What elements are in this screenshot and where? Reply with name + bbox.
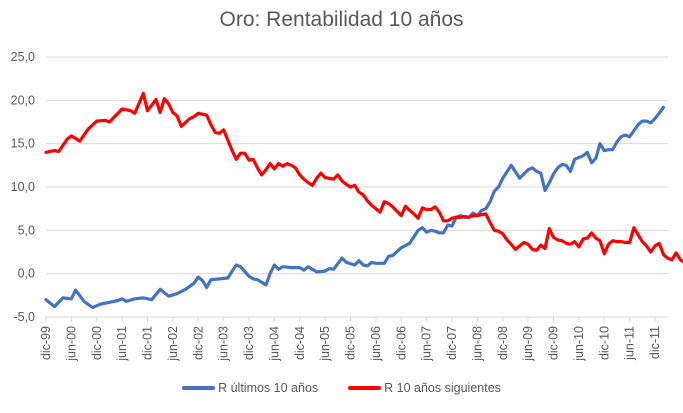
y-tick-label: 0,0 bbox=[18, 267, 35, 281]
x-tick-label: dic-10 bbox=[597, 326, 611, 360]
x-tick-label: dic-00 bbox=[90, 326, 104, 360]
series-line-10-anos-siguientes bbox=[44, 91, 683, 264]
x-tick-label: dic-05 bbox=[344, 326, 358, 360]
x-tick-label: dic-03 bbox=[242, 326, 256, 360]
x-tick-label: jun-04 bbox=[267, 326, 281, 362]
x-tick-label: jun-09 bbox=[521, 326, 535, 362]
y-tick-label: 15,0 bbox=[11, 137, 35, 151]
x-tick-label: dic-01 bbox=[141, 326, 155, 360]
chart-title: Oro: Rentabilidad 10 años bbox=[219, 8, 464, 31]
x-tick-label: dic-07 bbox=[445, 326, 459, 360]
x-tick-label: jun-03 bbox=[217, 326, 231, 362]
x-tick-label: dic-06 bbox=[394, 326, 408, 360]
legend-swatch-red bbox=[348, 386, 382, 390]
x-tick-label: dic-04 bbox=[293, 326, 307, 360]
legend: R últimos 10 años R 10 años siguientes bbox=[0, 381, 683, 395]
y-tick-label: 20,0 bbox=[11, 93, 35, 107]
x-tick-label: jun-10 bbox=[572, 326, 586, 362]
x-tick-label: jun-06 bbox=[369, 326, 383, 362]
x-tick-label: jun-02 bbox=[166, 326, 180, 362]
x-tick-label: dic-08 bbox=[496, 326, 510, 360]
x-tick-label: jun-01 bbox=[115, 326, 129, 362]
series-lines bbox=[44, 91, 683, 310]
x-tick-label: jun-08 bbox=[470, 326, 484, 362]
y-tick-label: -5,0 bbox=[13, 310, 35, 324]
y-axis-ticks: 25,0 20,0 15,0 10,0 5,0 0,0 -5,0 bbox=[11, 50, 35, 324]
legend-item-ultimos: R últimos 10 años bbox=[182, 381, 318, 395]
x-tick-label: dic-11 bbox=[648, 326, 662, 359]
legend-label-siguientes: R 10 años siguientes bbox=[384, 381, 501, 395]
x-tick-label: jun-07 bbox=[420, 326, 434, 362]
y-tick-label: 10,0 bbox=[11, 180, 35, 194]
x-tick-label: jun-00 bbox=[64, 326, 78, 362]
y-tick-label: 5,0 bbox=[18, 223, 35, 237]
x-axis: dic-99 jun-00 dic-00 jun-01 dic-01 jun-02 dic-… bbox=[39, 316, 668, 362]
y-tick-label: 25,0 bbox=[11, 50, 35, 64]
x-tick-label: jun-11 bbox=[623, 326, 637, 361]
legend-swatch-blue bbox=[182, 386, 216, 390]
legend-item-siguientes: R 10 años siguientes bbox=[348, 381, 501, 395]
x-tick-label: dic-09 bbox=[547, 326, 561, 360]
x-tick-label: dic-02 bbox=[191, 326, 205, 360]
series-line-ultimos-10-anos bbox=[44, 105, 666, 310]
x-tick-label: jun-05 bbox=[318, 326, 332, 362]
x-tick-label: dic-99 bbox=[39, 326, 53, 360]
legend-label-ultimos: R últimos 10 años bbox=[218, 381, 319, 395]
